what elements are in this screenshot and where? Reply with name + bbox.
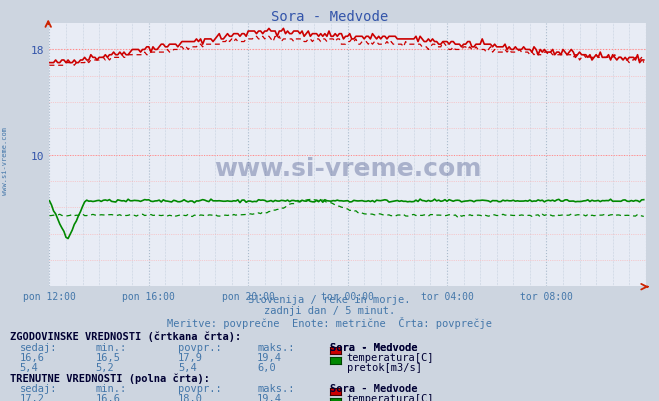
Text: maks.:: maks.:: [257, 383, 295, 393]
Text: www.si-vreme.com: www.si-vreme.com: [214, 156, 481, 180]
Text: povpr.:: povpr.:: [178, 383, 221, 393]
Text: Slovenija / reke in morje.: Slovenija / reke in morje.: [248, 294, 411, 304]
Text: min.:: min.:: [96, 342, 127, 352]
Text: TRENUTNE VREDNOSTI (polna črta):: TRENUTNE VREDNOSTI (polna črta):: [10, 373, 210, 383]
Text: 16,5: 16,5: [96, 352, 121, 362]
Text: 17,2: 17,2: [20, 393, 45, 401]
Text: 5,4: 5,4: [178, 363, 196, 373]
Text: temperatura[C]: temperatura[C]: [347, 393, 434, 401]
Text: temperatura[C]: temperatura[C]: [347, 352, 434, 362]
Text: 5,2: 5,2: [96, 363, 114, 373]
Text: 19,4: 19,4: [257, 393, 282, 401]
Text: www.si-vreme.com: www.si-vreme.com: [2, 126, 9, 194]
Text: zadnji dan / 5 minut.: zadnji dan / 5 minut.: [264, 305, 395, 315]
Text: 5,4: 5,4: [20, 363, 38, 373]
Text: 19,4: 19,4: [257, 352, 282, 362]
Text: Sora - Medvode: Sora - Medvode: [330, 383, 417, 393]
Text: ZGODOVINSKE VREDNOSTI (črtkana črta):: ZGODOVINSKE VREDNOSTI (črtkana črta):: [10, 331, 241, 341]
Text: Sora - Medvode: Sora - Medvode: [330, 342, 417, 352]
Text: maks.:: maks.:: [257, 342, 295, 352]
Text: min.:: min.:: [96, 383, 127, 393]
Text: Meritve: povprečne  Enote: metrične  Črta: povprečje: Meritve: povprečne Enote: metrične Črta:…: [167, 316, 492, 328]
Text: Sora - Medvode: Sora - Medvode: [271, 10, 388, 24]
Text: 17,9: 17,9: [178, 352, 203, 362]
Text: 6,0: 6,0: [257, 363, 275, 373]
Text: 16,6: 16,6: [96, 393, 121, 401]
Text: pretok[m3/s]: pretok[m3/s]: [347, 363, 422, 373]
Text: povpr.:: povpr.:: [178, 342, 221, 352]
Text: sedaj:: sedaj:: [20, 342, 57, 352]
Text: sedaj:: sedaj:: [20, 383, 57, 393]
Text: Sora - Medvode: Sora - Medvode: [330, 342, 417, 352]
Text: 18,0: 18,0: [178, 393, 203, 401]
Text: 16,6: 16,6: [20, 352, 45, 362]
